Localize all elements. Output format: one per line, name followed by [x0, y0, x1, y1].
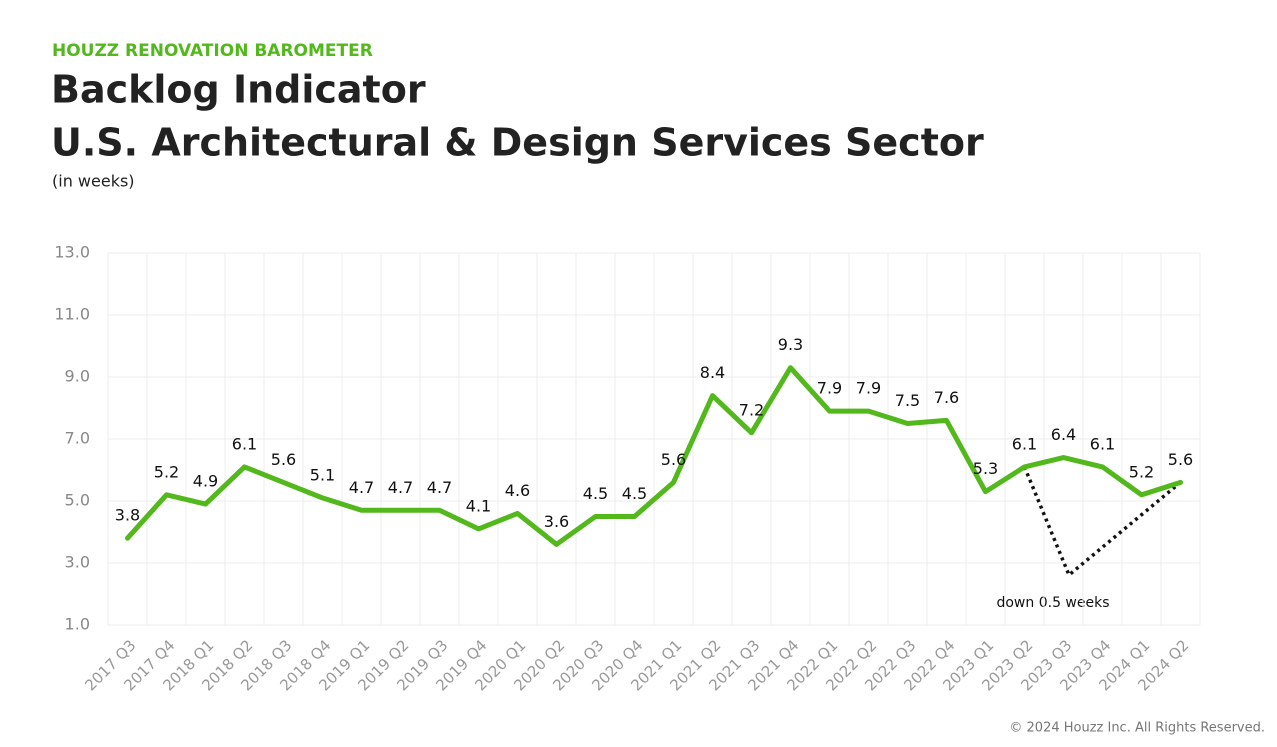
value-label: 5.6: [271, 450, 296, 469]
y-tick-label: 13.0: [54, 243, 90, 262]
value-label: 9.3: [778, 335, 803, 354]
y-tick-label: 5.0: [65, 491, 90, 510]
annotation-line: [1022, 466, 1182, 578]
y-tick-label: 3.0: [65, 553, 90, 572]
footer: © 2024 Houzz Inc. All Rights Reserved.: [1009, 721, 1265, 736]
value-label: 5.2: [154, 462, 179, 481]
value-label: 6.4: [1051, 425, 1076, 444]
value-label: 6.1: [1012, 434, 1037, 453]
value-label: 4.1: [466, 496, 491, 515]
value-label: 7.9: [817, 379, 842, 398]
value-label: 7.2: [739, 400, 764, 419]
value-label: 5.6: [661, 450, 686, 469]
value-label: 7.9: [856, 379, 881, 398]
value-label: 3.8: [115, 506, 140, 525]
value-label: 7.6: [934, 388, 959, 407]
y-tick-label: 11.0: [54, 305, 90, 324]
series-line: [125, 365, 1183, 547]
value-label: 5.2: [1129, 462, 1154, 481]
value-label: 6.1: [1090, 434, 1115, 453]
y-tick-label: 1.0: [65, 615, 90, 634]
subtitle: (in weeks): [52, 172, 135, 191]
chart-title: Backlog Indicator: [51, 68, 426, 112]
value-label: 7.5: [895, 391, 920, 410]
value-label: 4.9: [193, 472, 218, 491]
value-label: 3.6: [544, 512, 569, 531]
supertitle: HOUZZ RENOVATION BAROMETER: [52, 41, 373, 61]
value-label: 4.5: [583, 484, 608, 503]
value-label: 4.5: [622, 484, 647, 503]
annotation: down 0.5 weeks: [996, 595, 1109, 611]
value-label: 8.4: [700, 363, 725, 382]
value-label: 5.6: [1168, 450, 1193, 469]
value-label: 6.1: [232, 434, 257, 453]
value-label: 5.3: [973, 459, 998, 478]
chart-title: U.S. Architectural & Design Services Sec…: [51, 121, 984, 165]
value-label: 4.7: [388, 478, 413, 497]
value-label: 5.1: [310, 465, 335, 484]
value-label: 4.7: [349, 478, 374, 497]
value-label: 4.6: [505, 481, 530, 500]
value-label: 4.7: [427, 478, 452, 497]
y-tick-label: 9.0: [65, 367, 90, 386]
y-tick-label: 7.0: [65, 429, 90, 448]
